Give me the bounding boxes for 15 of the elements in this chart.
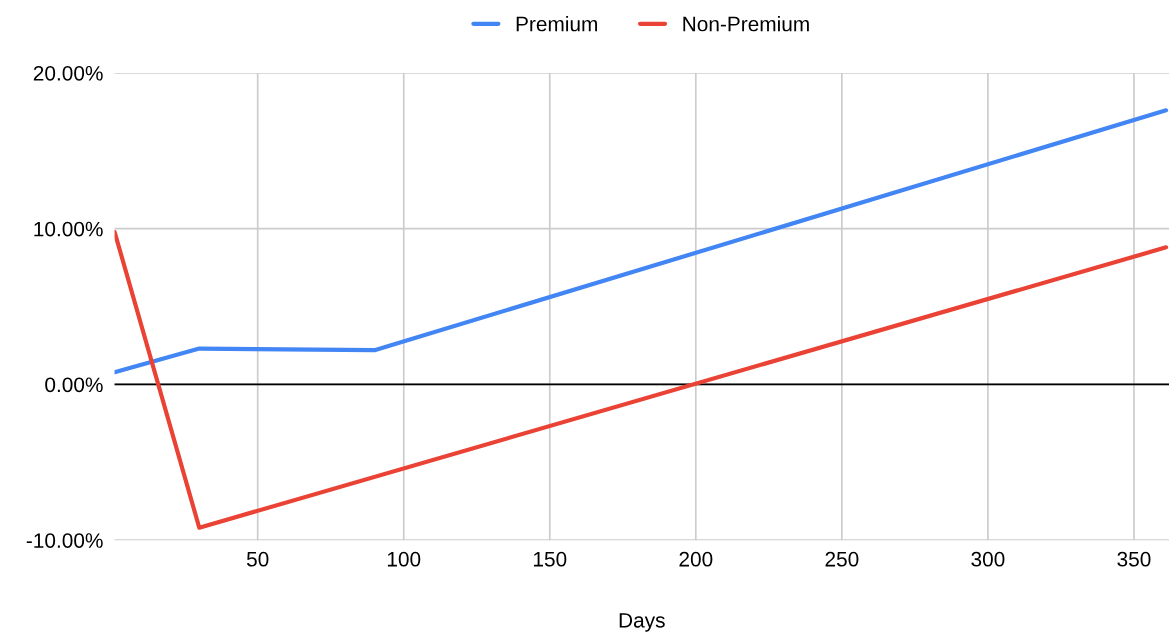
x-tick-label: 350 [1117,551,1151,567]
y-tick-label: -10.00% [26,533,103,548]
line-series [114,108,1169,375]
x-tick-label: 300 [971,551,1005,567]
y-tick-label: 20.00% [33,65,103,81]
y-tick-label: 10.00% [34,221,103,237]
legend-label: Non-Premium [683,16,809,32]
x-tick-label: 100 [387,551,421,567]
y-tick-label: 0.00% [45,377,103,393]
legend-label: Premium [516,16,597,32]
x-tick-label: 200 [679,551,713,567]
x-tick-label: 50 [246,551,269,567]
x-axis-title: Days [619,613,665,632]
x-tick-label: 250 [825,551,859,567]
x-tick-label: 150 [533,551,567,567]
